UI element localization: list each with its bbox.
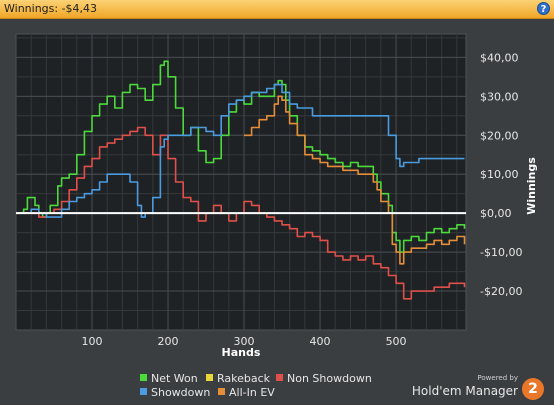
legend-rakeback[interactable]: Rakeback: [206, 372, 270, 385]
hem2-badge-icon: 2: [522, 378, 544, 400]
powered-by-text: Powered by: [477, 374, 518, 382]
x-tick-label: 400: [310, 335, 331, 348]
legend-swatch-net-won: [140, 374, 147, 381]
brand-name: Hold'em Manager: [411, 384, 518, 398]
y-tick-label: $20,00: [480, 129, 519, 142]
legend-showdown[interactable]: Showdown: [140, 386, 210, 399]
y-tick-label: -$20,00: [480, 285, 522, 298]
window-title: Winnings: -$4,43: [4, 2, 98, 15]
legend-all-in-ev[interactable]: All-In EV: [218, 386, 275, 399]
legend-swatch-non-showdown: [276, 374, 283, 381]
brand-logo: Powered by Hold'em Manager 2: [408, 374, 544, 402]
legend-swatch-showdown: [140, 388, 147, 395]
question-icon[interactable]: ?: [537, 2, 550, 15]
legend-label: Net Won: [151, 372, 198, 385]
titlebar: Winnings: -$4,43 ?: [0, 0, 554, 19]
legend-swatch-rakeback: [206, 374, 213, 381]
legend-label: Non Showdown: [287, 372, 372, 385]
y-tick-label: -$10,00: [480, 246, 522, 259]
x-tick-label: 100: [82, 335, 103, 348]
y-tick-label: $40,00: [480, 51, 519, 64]
x-tick-label: 300: [234, 335, 255, 348]
y-tick-label: $0,00: [480, 207, 512, 220]
series-layer: [16, 60, 466, 300]
tick-labels: 100 200 300 400 500 $40,00 $30,00 $20,00 $10,00 $…: [82, 51, 523, 348]
series-line-all-in-ev: [244, 95, 466, 265]
legend-non-showdown[interactable]: Non Showdown: [276, 372, 372, 385]
legend-label: All-In EV: [229, 386, 275, 399]
x-tick-label: 500: [386, 335, 407, 348]
legend-swatch-all-in-ev: [218, 388, 225, 395]
legend-label: Showdown: [151, 386, 211, 399]
x-tick-label: 200: [158, 335, 179, 348]
plot-area: [15, 33, 467, 331]
x-axis-title: Hands: [222, 346, 261, 359]
y-tick-label: $30,00: [480, 90, 519, 103]
legend-label: Rakeback: [217, 372, 271, 385]
y-tick-label: $10,00: [480, 168, 519, 181]
y-axis-title: Winnings: [525, 157, 538, 215]
winnings-chart: 100 200 300 400 500 $40,00 $30,00 $20,00 $10,00 $…: [15, 33, 538, 359]
series-line-showdown: [16, 83, 465, 218]
legend-net-won[interactable]: Net Won: [140, 372, 198, 385]
